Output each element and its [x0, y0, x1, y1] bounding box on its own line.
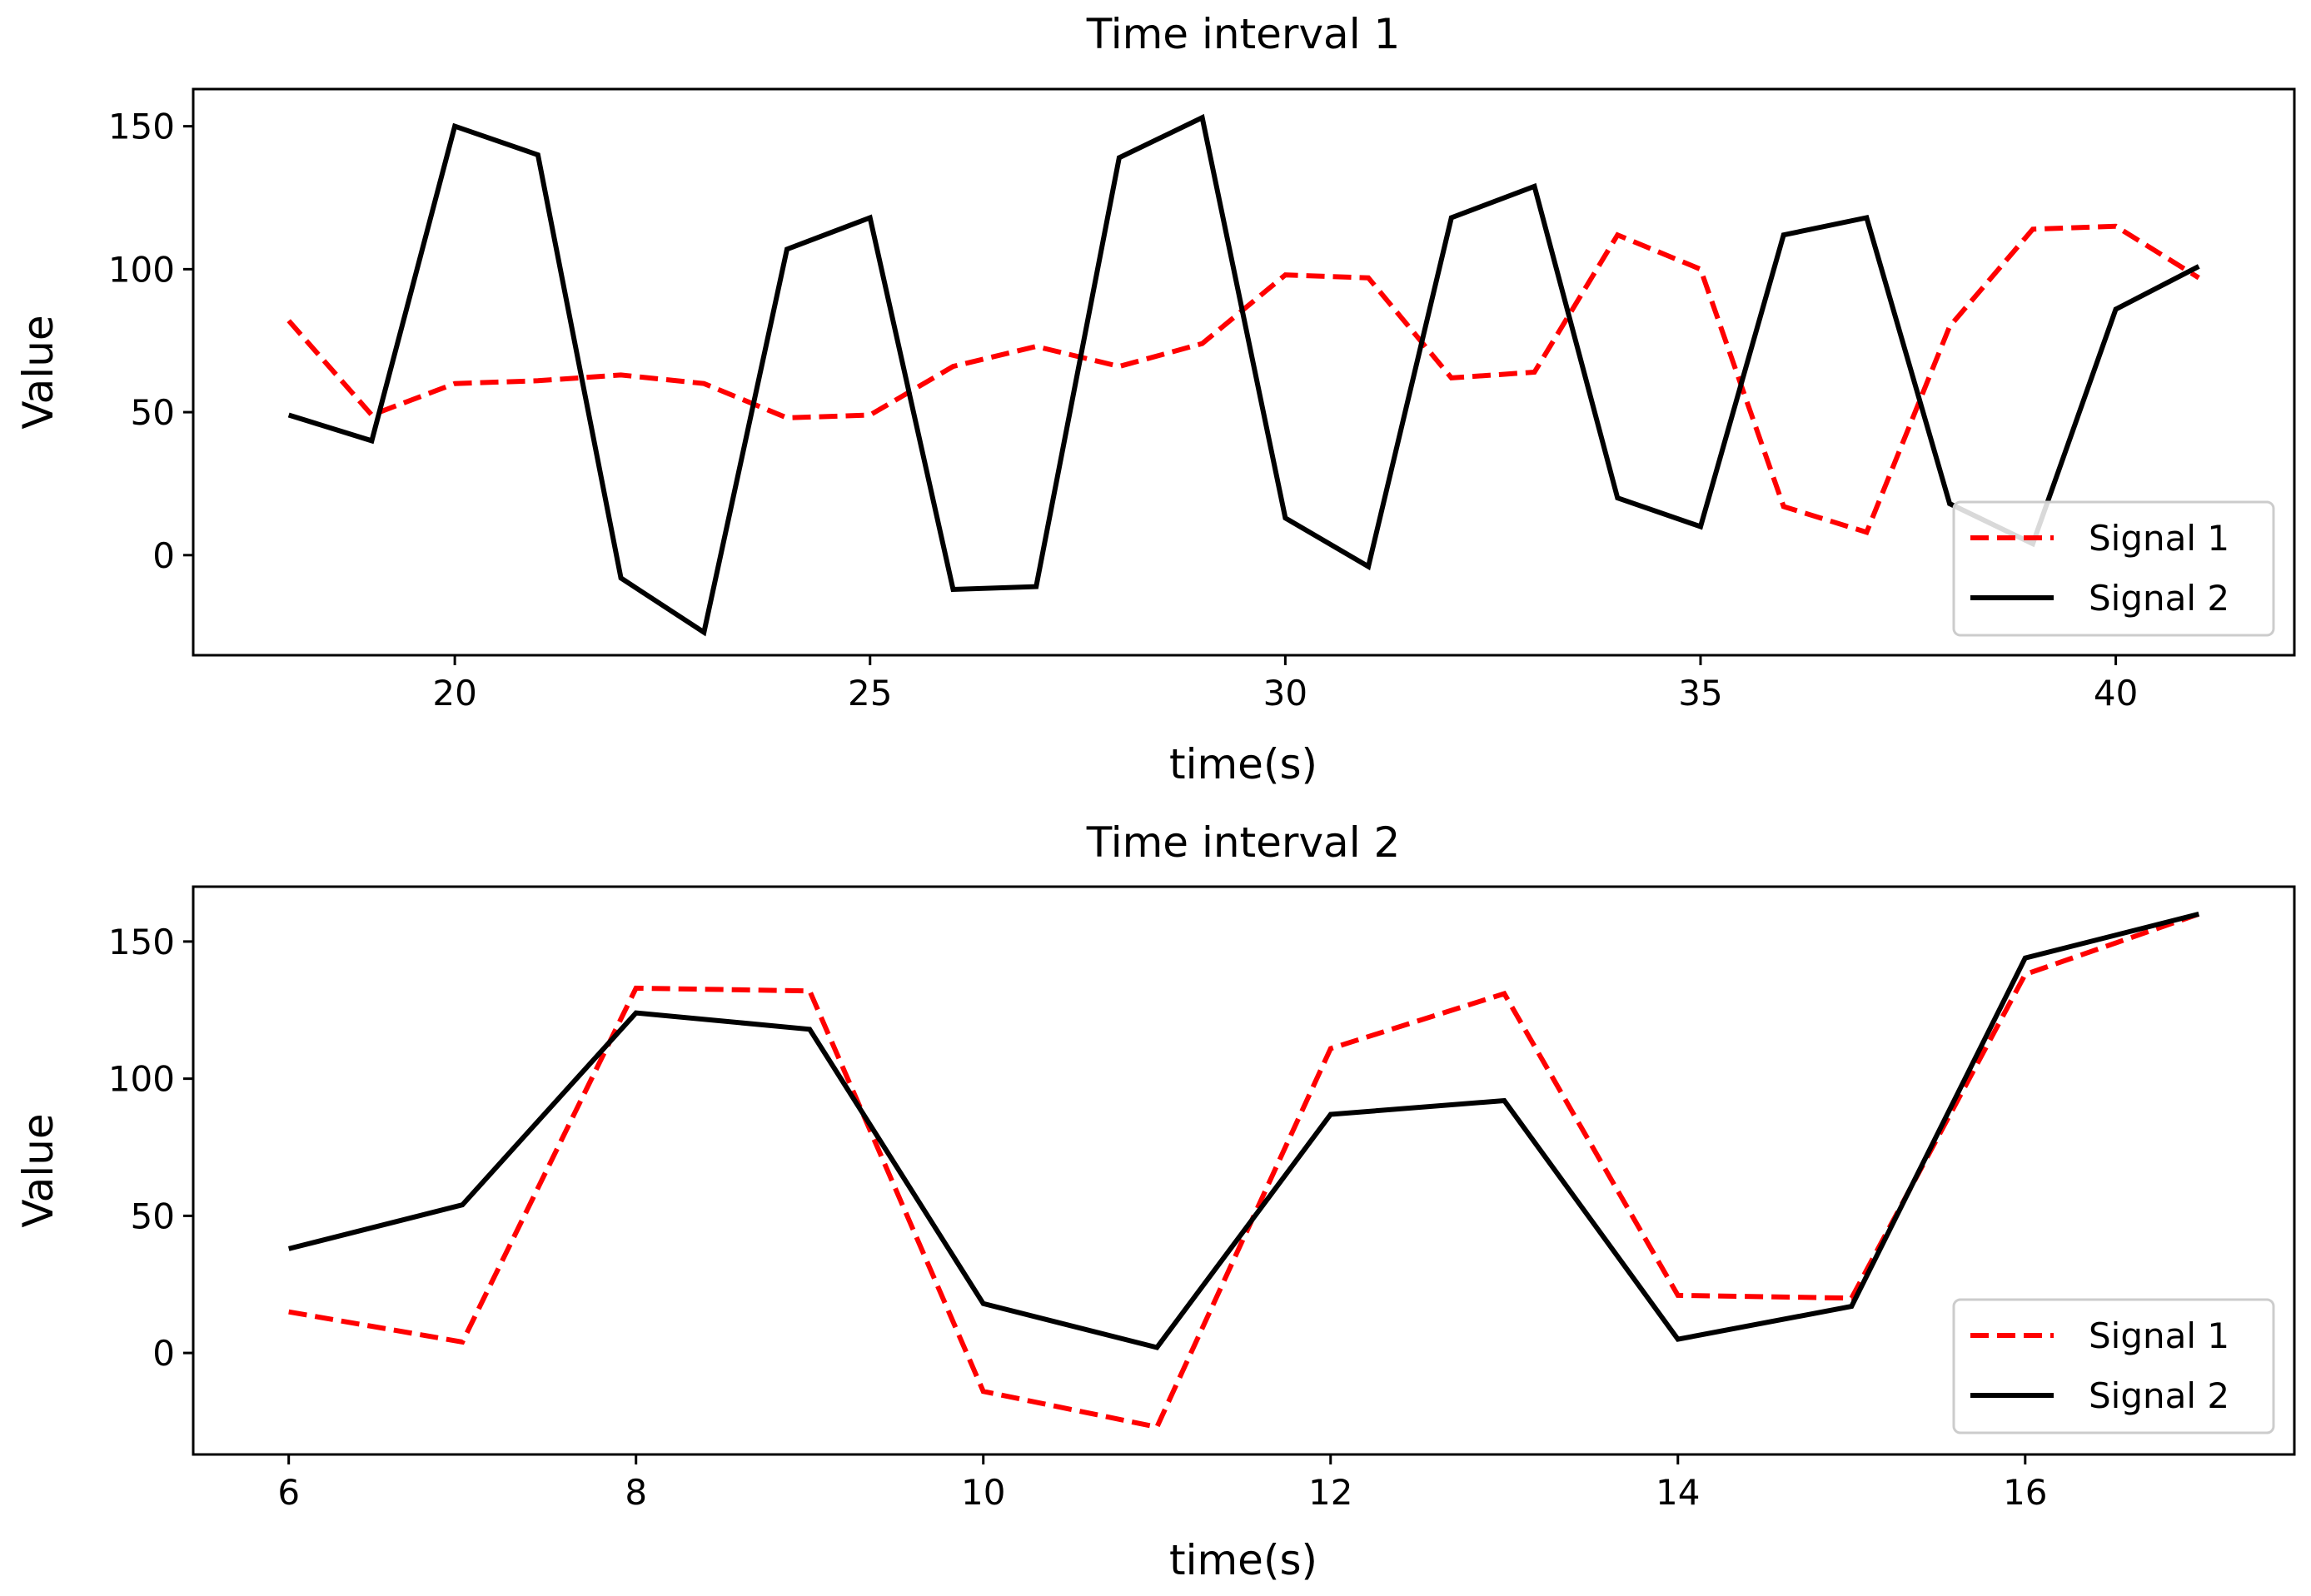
legend-label-signal-1: Signal 1 — [2089, 1315, 2229, 1356]
x-axis-label: time(s) — [1169, 740, 1317, 788]
x-tick-label: 35 — [1678, 673, 1722, 713]
y-tick-label: 0 — [152, 1333, 175, 1374]
series-line-signal-2 — [287, 113, 2200, 637]
y-tick-label: 50 — [131, 392, 175, 433]
x-tick-label: 25 — [848, 673, 892, 713]
y-tick-label: 0 — [152, 535, 175, 576]
x-tick-label: 8 — [625, 1472, 647, 1513]
y-tick-label: 150 — [108, 922, 175, 962]
y-ticks: 0 50 100 150 — [108, 922, 193, 1374]
y-ticks: 0 50 100 150 — [108, 107, 193, 576]
x-ticks: 6 8 10 12 14 16 — [277, 1454, 2048, 1513]
legend: Signal 1 Signal 2 — [1952, 500, 2275, 637]
y-tick-label: 150 — [108, 107, 175, 147]
axes-frame — [192, 885, 2296, 1456]
x-tick-label: 20 — [432, 673, 476, 713]
chart-title: Time interval 2 — [1086, 818, 1401, 867]
series-lines — [287, 911, 2200, 1430]
x-tick-label: 12 — [1308, 1472, 1352, 1513]
x-tick-label: 10 — [961, 1472, 1005, 1513]
y-axis-label: Value — [14, 315, 62, 429]
y-tick-label: 100 — [108, 249, 175, 290]
chart-title: Time interval 1 — [1086, 10, 1401, 58]
x-tick-label: 30 — [1263, 673, 1307, 713]
series-line-signal-2 — [287, 911, 2200, 1350]
y-axis-label: Value — [14, 1113, 62, 1227]
axes-frame — [192, 87, 2296, 657]
legend-label-signal-1: Signal 1 — [2089, 518, 2229, 559]
subplot-1: Time interval 1 20 25 30 35 40 0 50 100 150 tim… — [14, 10, 2296, 788]
x-axis-label: time(s) — [1169, 1536, 1317, 1584]
plot-area-1: 20 25 30 35 40 0 50 100 150 — [108, 87, 2296, 713]
x-tick-label: 40 — [2094, 673, 2138, 713]
legend-label-signal-2: Signal 2 — [2089, 1375, 2229, 1416]
series-lines — [286, 113, 2200, 637]
x-tick-label: 14 — [1656, 1472, 1700, 1513]
subplot-2: Time interval 2 6 8 10 12 14 16 0 50 100 150 tim… — [14, 818, 2296, 1584]
legend: Signal 1 Signal 2 — [1952, 1298, 2275, 1434]
plot-area-2: 6 8 10 12 14 16 0 50 100 150 — [108, 885, 2296, 1513]
y-tick-label: 50 — [131, 1196, 175, 1236]
y-tick-label: 100 — [108, 1059, 175, 1100]
x-ticks: 20 25 30 35 40 — [432, 655, 2138, 713]
x-tick-label: 16 — [2003, 1472, 2047, 1513]
x-tick-label: 6 — [277, 1472, 300, 1513]
legend-label-signal-2: Signal 2 — [2089, 578, 2229, 619]
